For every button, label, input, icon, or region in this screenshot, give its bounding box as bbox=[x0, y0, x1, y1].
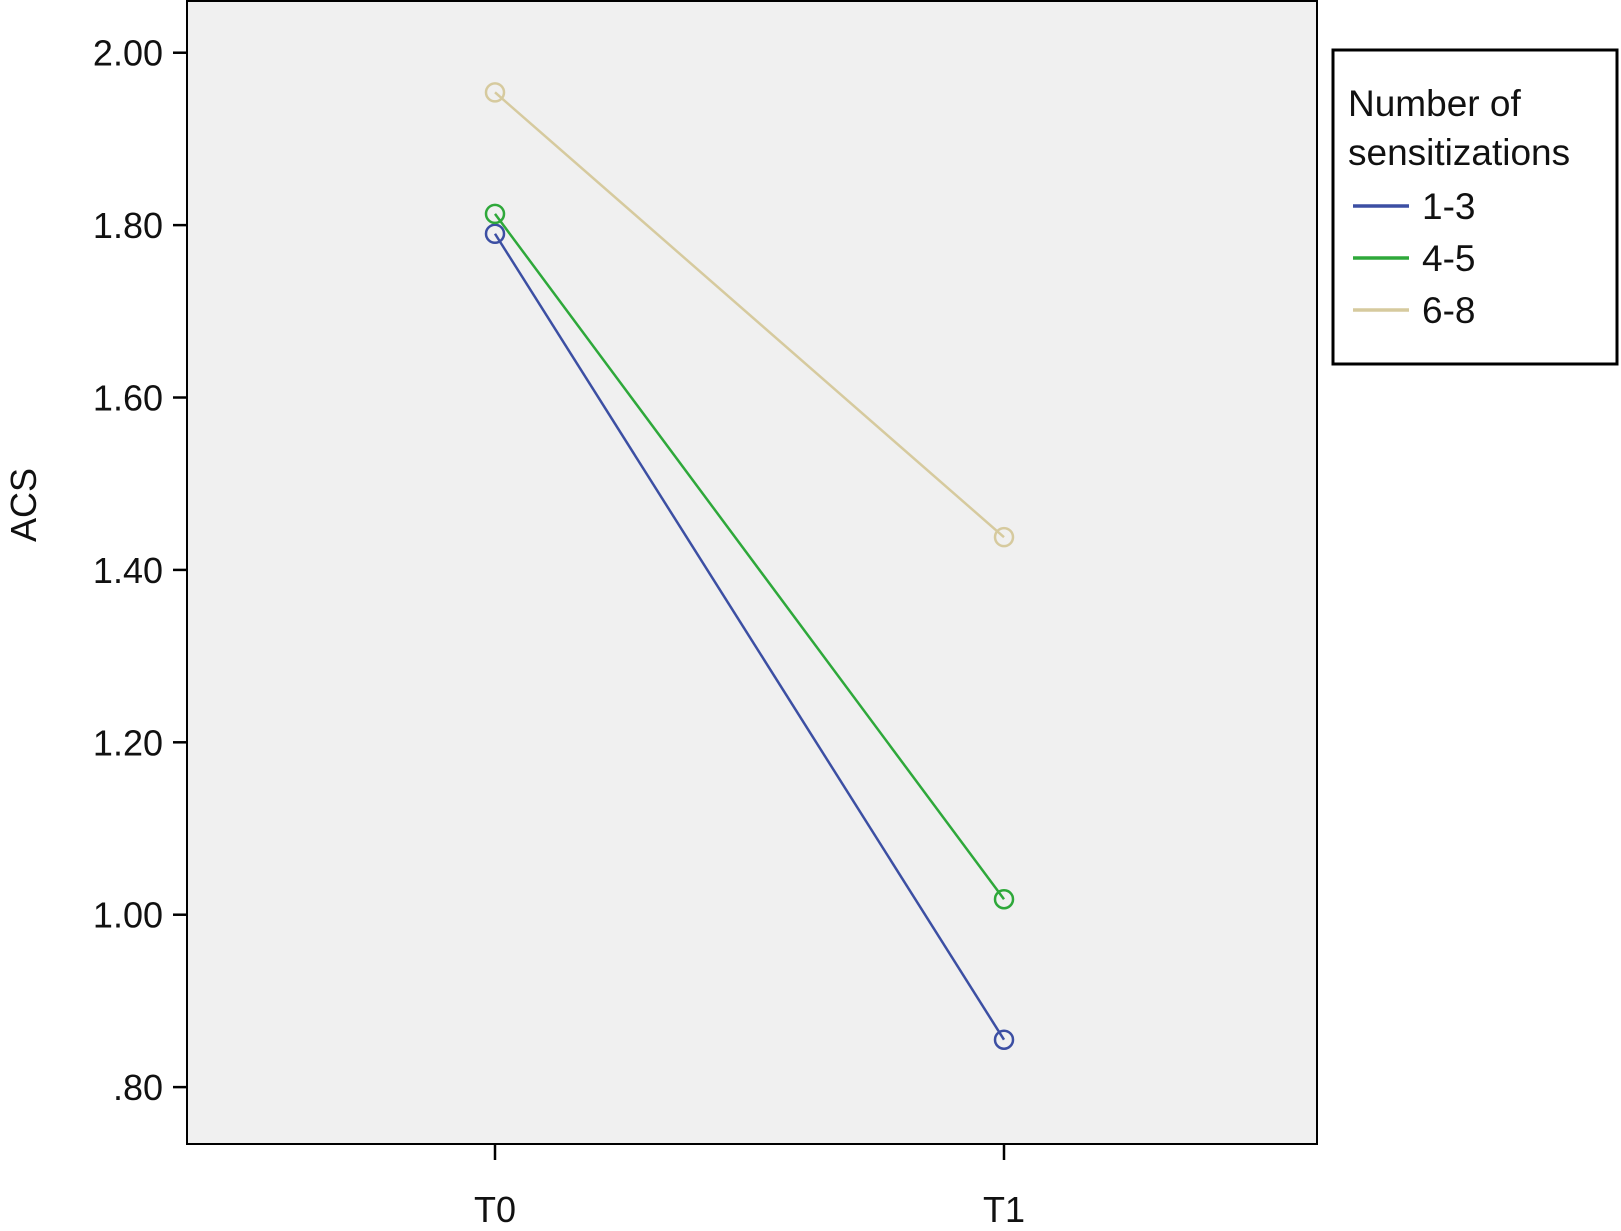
y-tick-label: 1.80 bbox=[93, 205, 163, 246]
y-tick-label: .80 bbox=[113, 1067, 163, 1108]
series-6-8 bbox=[484, 82, 1015, 548]
legend-entries: 1-3 4-5 6-8 bbox=[1353, 186, 1475, 331]
series-4-5 bbox=[484, 203, 1015, 910]
data-point bbox=[993, 888, 1015, 910]
y-tick-label: 2.00 bbox=[93, 33, 163, 74]
legend-label: 4-5 bbox=[1422, 238, 1475, 279]
series-group bbox=[484, 82, 1015, 1050]
legend-title-line-2: sensitizations bbox=[1348, 132, 1570, 173]
data-point bbox=[993, 526, 1015, 548]
legend-label: 6-8 bbox=[1422, 290, 1475, 331]
x-axis: T0 T1 bbox=[474, 1144, 1025, 1230]
x-tick-label-t0: T0 bbox=[474, 1189, 516, 1230]
legend-title-line-1: Number of bbox=[1348, 83, 1521, 124]
series-line bbox=[493, 233, 1006, 1041]
plot-area bbox=[186, 0, 1318, 1145]
y-tick-label: 1.60 bbox=[93, 378, 163, 419]
data-point bbox=[484, 203, 506, 225]
data-point bbox=[993, 1029, 1015, 1050]
y-axis: .80 1.00 1.20 1.40 1.60 1.80 2.00 bbox=[93, 33, 187, 1108]
y-tick-label: 1.40 bbox=[93, 550, 163, 591]
data-point bbox=[484, 82, 506, 103]
y-tick-label: 1.20 bbox=[93, 722, 163, 763]
y-tick-label: 1.00 bbox=[93, 895, 163, 936]
x-tick-label-t1: T1 bbox=[983, 1189, 1025, 1230]
legend-label: 1-3 bbox=[1422, 186, 1475, 227]
y-axis-title: ACS bbox=[3, 468, 44, 542]
series-line bbox=[493, 213, 1006, 900]
data-point bbox=[484, 223, 506, 244]
series-line bbox=[494, 91, 1005, 539]
legend: Number of sensitizations 1-3 4-5 6-8 bbox=[1331, 48, 1619, 366]
series-1-3 bbox=[484, 223, 1015, 1050]
